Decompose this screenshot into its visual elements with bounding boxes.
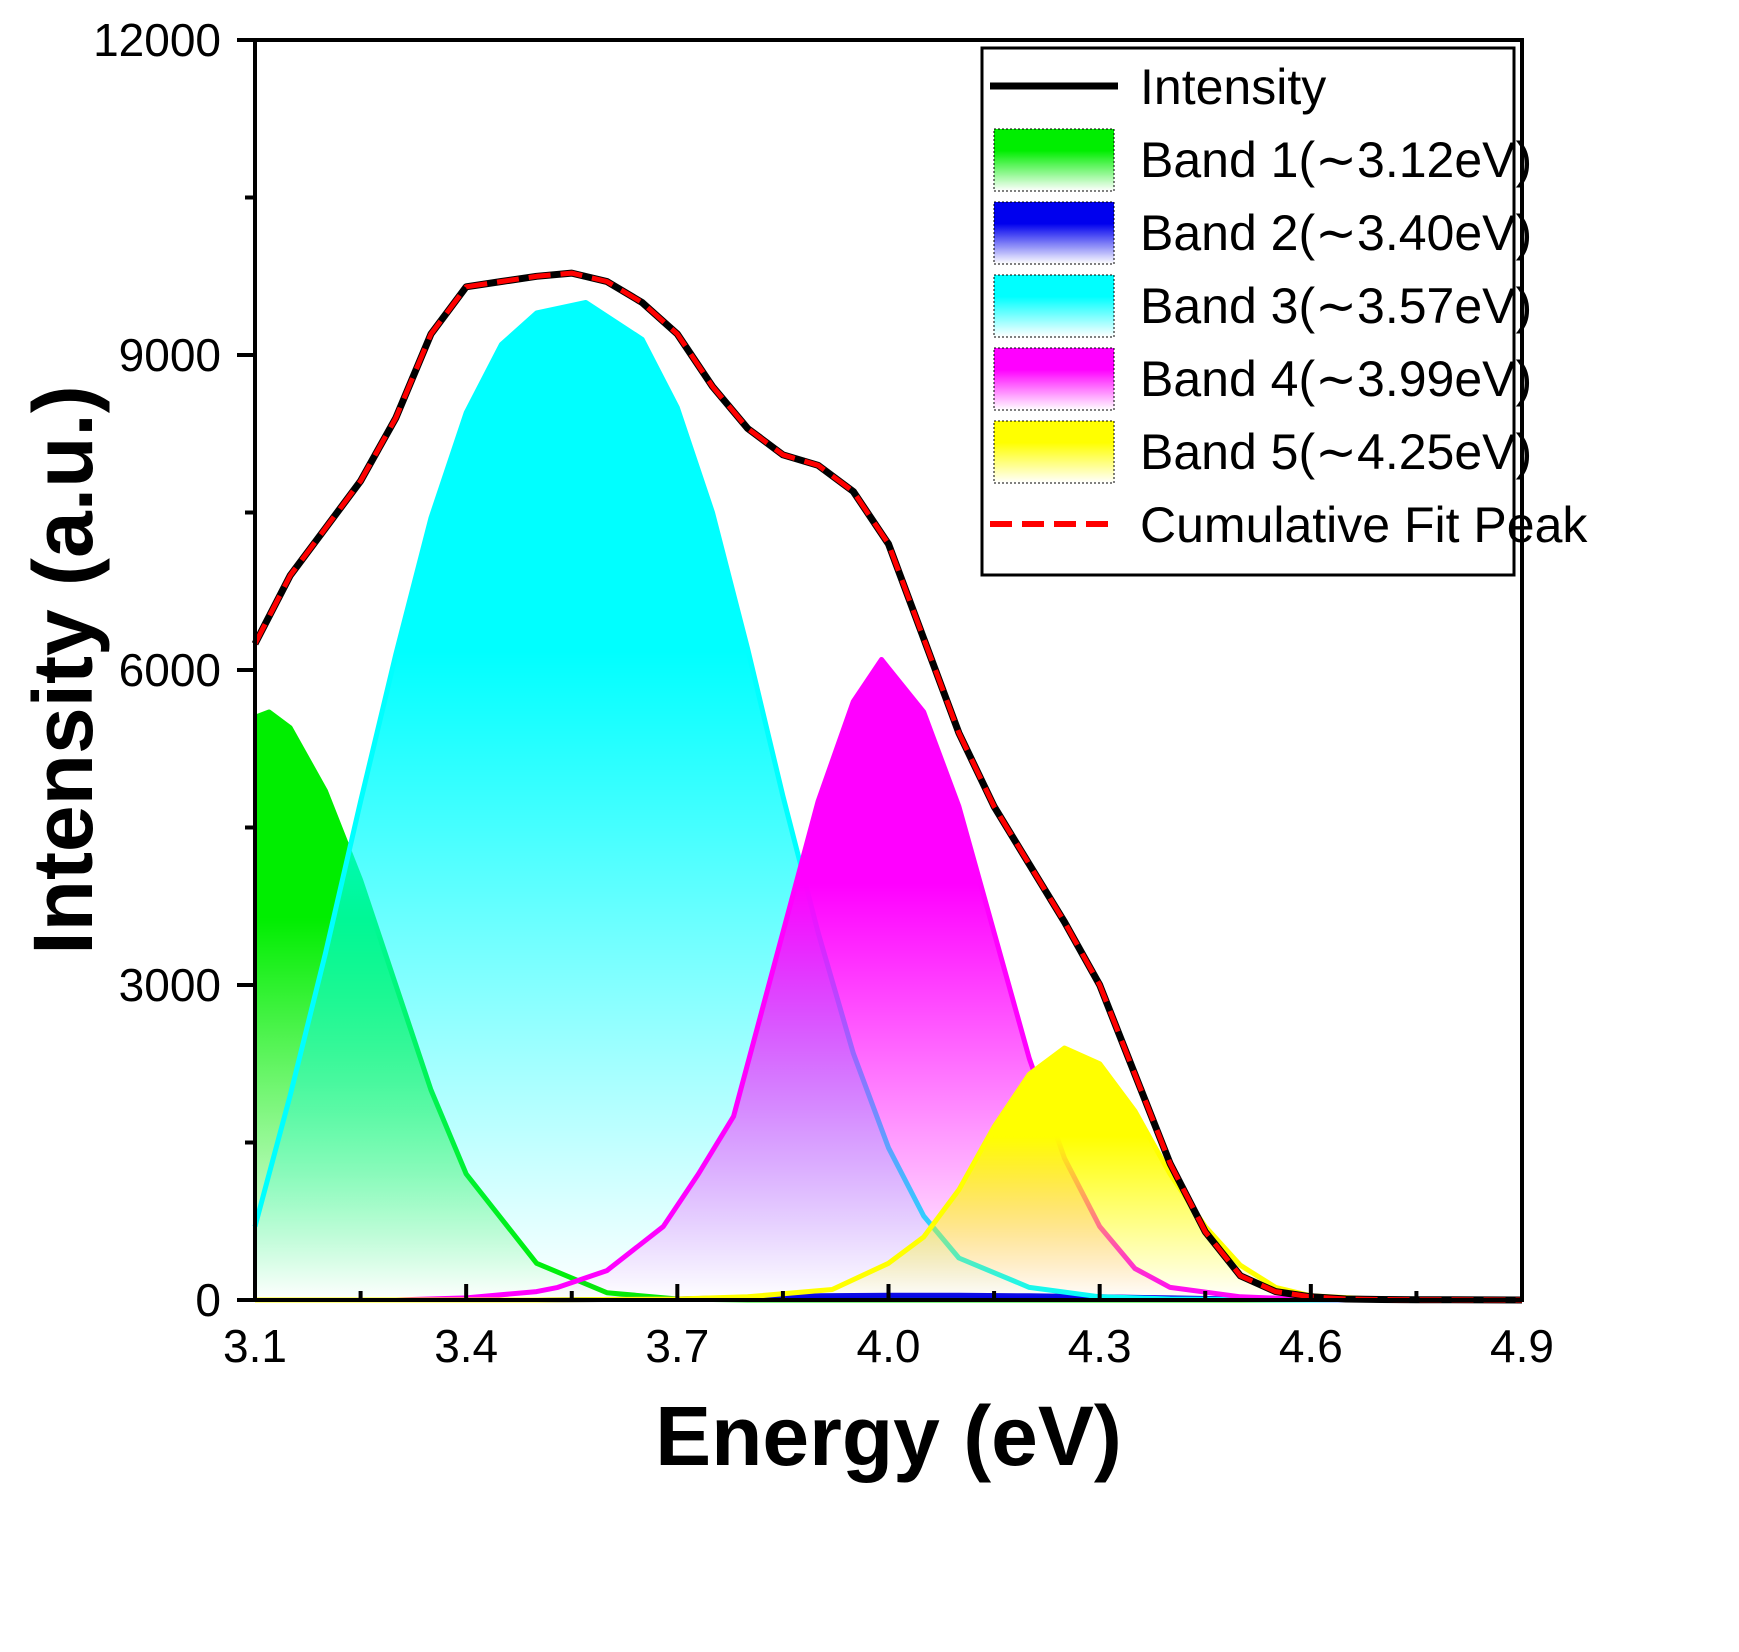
legend-swatch-band-2 [993, 201, 1115, 265]
legend-label: Band 4(∼3.99eV) [1140, 351, 1532, 407]
x-tick-label: 4.9 [1490, 1320, 1554, 1372]
x-tick-label: 3.7 [645, 1320, 709, 1372]
x-tick-label: 4.6 [1279, 1320, 1343, 1372]
y-axis-title: Intensity (a.u.) [16, 385, 110, 954]
band-fill-4 [255, 659, 1522, 1300]
legend-label: Intensity [1140, 59, 1326, 115]
y-tick-label: 0 [195, 1274, 221, 1326]
legend: Intensity Band 1(∼3.12eV) Band 2(∼3.40eV) B… [980, 46, 1588, 577]
ticks-layer: 3.1 3.4 3.7 4.0 4.3 4.6 4.9 0 3000 6000 9000 12000 [93, 14, 1554, 1372]
legend-swatch-band-5 [993, 420, 1115, 484]
y-tick-label: 6000 [119, 644, 221, 696]
x-tick-label: 3.1 [223, 1320, 287, 1372]
legend-label: Band 5(∼4.25eV) [1140, 424, 1532, 480]
x-tick-label: 4.3 [1068, 1320, 1132, 1372]
legend-swatch-band-3 [993, 274, 1115, 338]
y-tick-label: 12000 [93, 14, 221, 66]
x-axis-title: Energy (eV) [655, 1389, 1122, 1483]
y-tick-label: 9000 [119, 329, 221, 381]
legend-label: Cumulative Fit Peak [1140, 497, 1588, 553]
x-tick-label: 3.4 [434, 1320, 498, 1372]
legend-label: Band 1(∼3.12eV) [1140, 132, 1532, 188]
legend-label: Band 2(∼3.40eV) [1140, 205, 1532, 261]
legend-label: Band 3(∼3.57eV) [1140, 278, 1532, 334]
band-fill-3 [255, 302, 1522, 1300]
legend-swatch-band-1 [993, 128, 1115, 192]
x-tick-label: 4.0 [857, 1320, 921, 1372]
legend-swatch-band-4 [993, 347, 1115, 411]
y-tick-label: 3000 [119, 959, 221, 1011]
